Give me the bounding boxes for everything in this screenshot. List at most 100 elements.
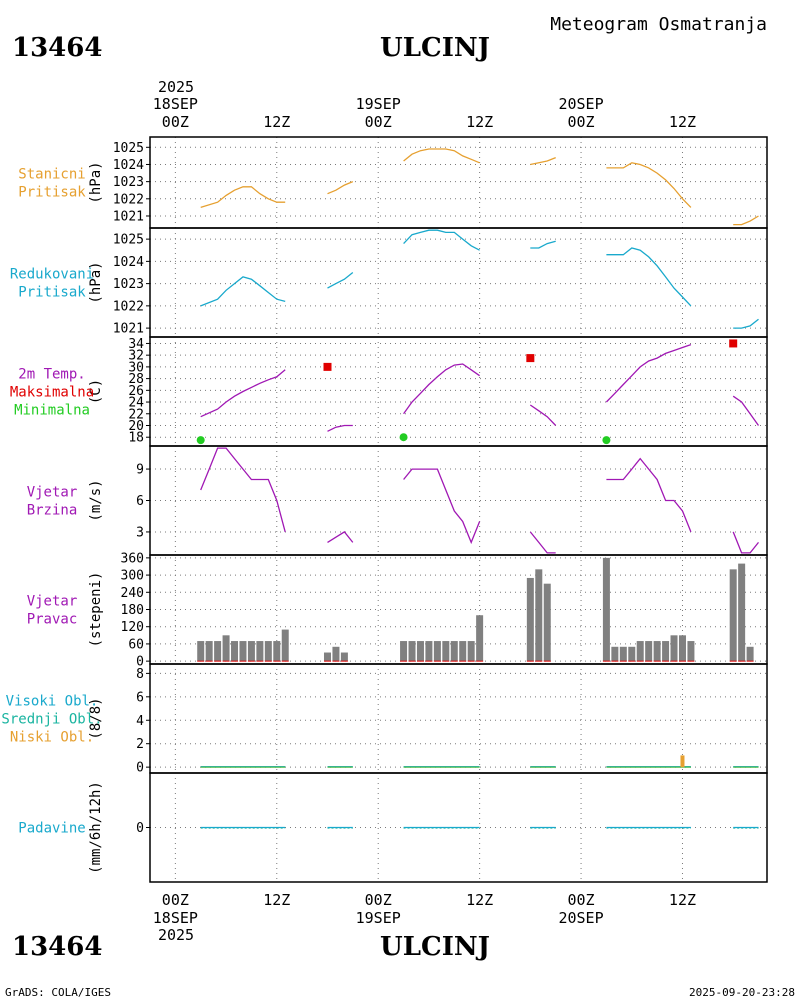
ytick-label-pravac: 240 (121, 586, 144, 601)
series-line-stanicni (327, 181, 354, 195)
wind-dir-bar (222, 635, 230, 662)
series-line-brzina (529, 531, 556, 554)
ytick-label-temp: 34 (128, 337, 144, 352)
panel-label-brzina: Vjetar (27, 485, 78, 501)
bottom-hour-label: 00Z (568, 891, 595, 909)
footer-timestamp: 2025-09-20-23:28 (689, 986, 795, 999)
series-line-brzina (200, 447, 286, 533)
series-line-redukovani (530, 240, 556, 249)
ytick-label-oblaci: 0 (136, 761, 144, 776)
ylabel-padavine: (mm/6h/12h) (88, 781, 104, 874)
top-hour-label: 12Z (466, 113, 493, 131)
panel-brzina: 3 6 9 (m/s) Vjetar Brzina (27, 445, 768, 556)
wind-dir-bar (442, 641, 450, 662)
ytick-label-stanicni: 1024 (113, 158, 144, 173)
top-date-label: 18SEP (153, 95, 198, 113)
ytick-label-redukovani: 1024 (113, 255, 144, 270)
panel-label-padavine: Padavine (18, 821, 85, 837)
ylabel-temp: (C) (88, 379, 104, 404)
wind-dir-bar (645, 641, 653, 662)
wind-dir-bar (687, 641, 695, 662)
wind-dir-bar (400, 641, 408, 662)
panel-label-oblaci: Niski Obl. (10, 730, 94, 746)
bottom-date-label: 20SEP (558, 909, 603, 927)
wind-dir-bar (459, 641, 467, 662)
series-line-temp (732, 395, 760, 426)
ytick-label-temp: 28 (128, 372, 144, 387)
top-hour-label: 00Z (162, 113, 189, 131)
bottom-hour-label: 12Z (263, 891, 290, 909)
ytick-label-brzina: 6 (136, 494, 144, 509)
temp-min-marker (602, 436, 611, 445)
top-hour-label: 12Z (669, 113, 696, 131)
wind-dir-bar (425, 641, 433, 662)
wind-dir-bar (408, 641, 416, 662)
temp-min-marker (399, 433, 408, 442)
series-line-temp (200, 369, 286, 418)
wind-dir-bar (416, 641, 424, 662)
series-line-temp (403, 363, 480, 415)
ylabel-redukovani: (hPa) (88, 261, 104, 303)
panel-oblaci: 0 2 4 6 8 (8/8)Visoki Obl. Srednji Obl. Niski O… (1, 663, 768, 776)
panel-padavine: 0 (mm/6h/12h)Padavine (18, 772, 768, 883)
ytick-label-temp: 18 (128, 431, 144, 446)
top-hour-label: 12Z (263, 113, 290, 131)
panel-label-brzina: Brzina (27, 503, 78, 519)
ylabel-pravac: (stepeni) (88, 572, 104, 648)
ytick-label-pravac: 120 (121, 620, 144, 635)
top-date-label: 19SEP (356, 95, 401, 113)
temp-max-marker (526, 354, 535, 363)
wind-dir-bar (231, 641, 239, 662)
wind-dir-bar (433, 641, 441, 662)
top-date-label: 20SEP (558, 95, 603, 113)
ytick-label-pravac: 180 (121, 603, 144, 618)
wind-dir-bar (256, 641, 264, 662)
wind-dir-bar (670, 635, 678, 662)
top-hour-label: 00Z (365, 113, 392, 131)
ytick-label-stanicni: 1022 (113, 192, 144, 207)
wind-dir-bar (653, 641, 661, 662)
top-date-labels: 18SEP 19SEP 20SEP (153, 95, 604, 113)
panel-frame-padavine (149, 772, 768, 883)
ytick-label-redukovani: 1023 (113, 277, 144, 292)
series-line-redukovani (200, 276, 286, 307)
wind-dir-bar (526, 577, 534, 662)
series-line-brzina (732, 531, 760, 554)
ytick-label-padavine: 0 (136, 821, 144, 836)
ytick-label-stanicni: 1021 (113, 209, 144, 224)
ytick-label-stanicni: 1025 (113, 141, 144, 156)
wind-dir-bar (323, 652, 331, 662)
station-name-bottom: ULCINJ (380, 932, 490, 962)
top-year: 2025 (158, 78, 194, 96)
panel-frame-redukovani (149, 227, 768, 338)
ytick-label-pravac: 60 (128, 637, 144, 652)
series-line-brzina (606, 457, 692, 533)
wind-dir-bar (619, 646, 627, 662)
panel-redukovani: 1021 1022 1023 1024 1025 (hPa)Redukovani Priti… (10, 227, 768, 338)
bottom-date-label: 18SEP (153, 909, 198, 927)
panel-label-oblaci: Visoki Obl. (6, 694, 99, 710)
wind-dir-bar (239, 641, 247, 662)
wind-dir-bar (332, 646, 340, 662)
bottom-hour-label: 12Z (669, 891, 696, 909)
wind-dir-bar (738, 563, 746, 662)
wind-dir-bar (611, 646, 619, 662)
panel-label-temp: Minimalna (14, 403, 90, 419)
series-line-stanicni (530, 156, 556, 166)
wind-dir-bar (340, 652, 348, 662)
ytick-label-pravac: 0 (136, 655, 144, 670)
panels: 10211022102310241025(hPa)StanicniPritisa… (1, 136, 768, 883)
panel-frame-oblaci (149, 663, 768, 774)
ytick-label-pravac: 360 (121, 551, 144, 566)
panel-label-redukovani: Pritisak (18, 285, 86, 301)
panel-frame-stanicni (149, 136, 768, 229)
series-line-redukovani (606, 247, 692, 307)
ylabel-stanicni: (hPa) (88, 161, 104, 203)
series-line-temp (605, 343, 692, 403)
panel-pravac: 0 60 120 180 240 300 360 (stepeni) Vjetar Pravac (27, 551, 768, 670)
ytick-label-temp: 20 (128, 419, 144, 434)
ylabel-brzina: (m/s) (88, 479, 104, 521)
ytick-label-redukovani: 1021 (113, 322, 144, 337)
